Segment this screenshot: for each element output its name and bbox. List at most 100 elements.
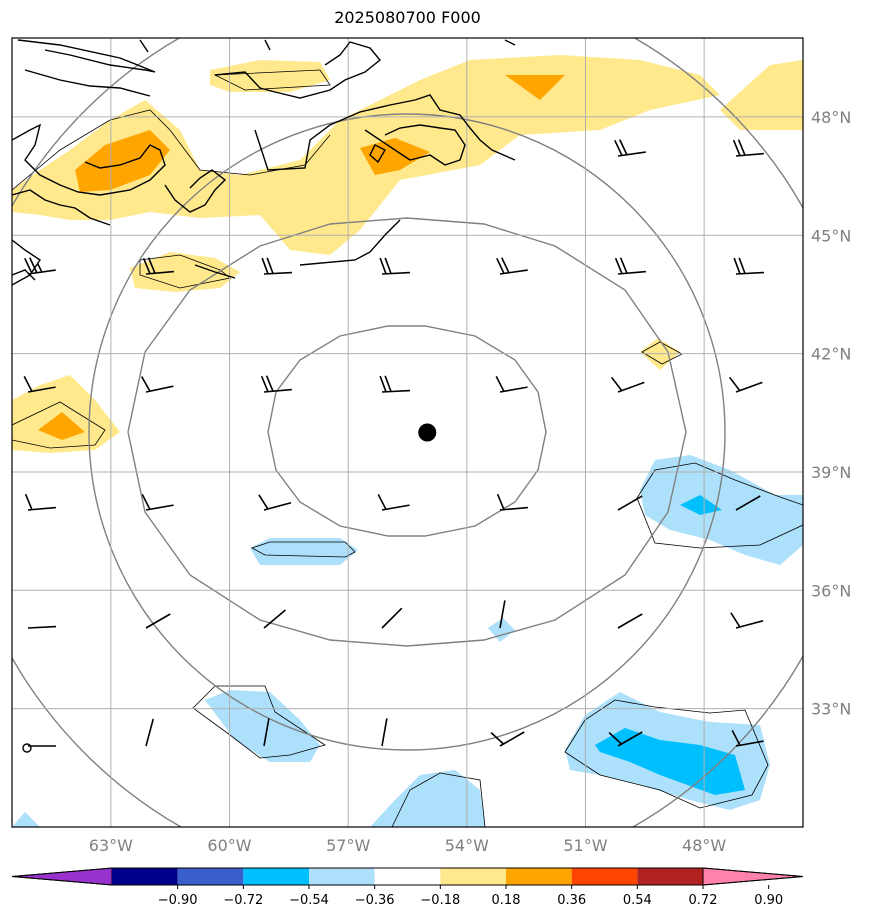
wind-barb [617,495,643,511]
wind-barb [260,375,292,393]
colorbar-segment [309,868,375,885]
wind-barb [24,257,56,275]
wind-barb [499,600,506,629]
wind-barb [258,494,292,511]
anomaly-core-west [38,412,85,440]
wind-barb [617,613,643,629]
lat-lon-grid [12,38,803,827]
colorbar-tick-label: −0.72 [223,893,263,908]
anomaly-core-east [680,495,722,515]
wind-barb [490,731,525,747]
lat-label-0: 48°N [811,108,851,127]
wind-barb [140,376,174,393]
range-ring-2 [127,217,687,647]
anomaly-core-nw [75,130,170,192]
lon-label-4: 51°W [563,836,607,855]
anomaly-region-ne-corner [720,60,803,130]
colorbar-tick-label: 0.54 [623,893,652,908]
wind-barb [23,376,56,393]
colorbar-tick-label: −0.90 [158,893,198,908]
anomaly-region-small-blob [488,618,515,642]
wind-barb [145,718,155,747]
wind-barb [24,493,56,511]
wind-barb [728,376,763,393]
wind-barb [379,375,411,393]
wind-barb [142,257,174,275]
lon-label-5: 48°W [682,836,726,855]
wind-barb [610,376,645,393]
wind-barb [732,139,764,157]
wind-barb [614,257,646,275]
colorbar-segment [177,868,244,885]
map-title: 2025080700 F000 [334,8,481,27]
wind-barb [614,139,646,157]
lon-label-0: 63°W [89,836,133,855]
anomaly-region-sw-corner [12,812,40,827]
wind-barb [263,609,286,629]
colorbar-tick-label: −0.36 [355,893,395,908]
anomaly-region-west-edge [12,375,120,453]
lat-label-1: 45°N [811,226,851,245]
colorbar-tick-label: 0.90 [754,893,783,908]
colorbar-tick-label: 0.18 [492,893,521,908]
lon-label-3: 54°W [445,836,489,855]
colorbar-extend-low [11,867,113,886]
range-rings [12,38,803,827]
anomaly-region-nw-top [210,60,330,92]
wind-barb [608,731,643,747]
wind-barb [733,257,765,275]
wind-barb [381,718,388,747]
colorbar-segment [506,868,572,885]
lat-label-3: 39°N [811,463,851,482]
colorbar-tick-label: −0.54 [289,893,329,908]
wind-barb [495,376,528,393]
colorbar-segment [112,868,178,885]
map-frame [11,37,804,828]
wind-barb [381,607,403,629]
colorbar-extend-high [702,867,804,886]
wind-barb [27,625,57,629]
wind-barb [379,257,411,275]
wind-barb [730,612,764,629]
colorbar-segment [440,868,506,885]
wind-barb [496,257,528,275]
wind-barbs [23,139,765,747]
colorbar-segment [571,868,638,885]
colorbar-tick-label: −0.18 [420,893,460,908]
lat-label-4: 36°N [811,581,851,600]
anomaly-region-center-strip [250,538,358,565]
coastlines [12,39,516,753]
colorbar-segment [374,868,441,885]
wind-barb [261,257,293,275]
wind-barb [263,718,270,747]
anomaly-core-southeast [595,728,745,795]
lat-label-5: 33°N [811,700,851,719]
lon-label-2: 57°W [326,836,370,855]
negative-anomaly-fill [12,455,803,827]
latitude-labels: 48°N 45°N 42°N 39°N 36°N 33°N [811,108,851,719]
map-area [12,38,803,827]
colorbar-tick-label: 0.72 [689,893,718,908]
wind-barb [731,730,764,747]
range-ring-1 [267,325,547,537]
longitude-labels: 63°W 60°W 57°W 54°W 51°W 48°W [89,836,727,855]
anomaly-region-southwest [205,690,320,762]
wind-barb [496,493,528,511]
lon-label-1: 60°W [207,836,251,855]
colorbar-segment [637,868,703,885]
colorbar: −0.90 −0.72 −0.54 −0.36 −0.18 0.18 0.36 0.54 0.7… [11,867,804,908]
anomaly-region-west-mid [130,252,240,292]
colorbar-outline [11,867,804,886]
wind-barb [141,494,174,511]
wind-barb [145,613,171,629]
anomaly-core-ne [505,75,565,100]
wind-barb [735,495,761,511]
positive-anomaly-fill [12,55,803,453]
lat-label-2: 42°N [811,345,851,364]
range-ring-3 [88,113,726,751]
anomaly-core-center-north [360,138,430,175]
storm-center-marker [418,423,437,442]
wind-barb [377,494,410,511]
colorbar-tick-label: 0.36 [557,893,586,908]
